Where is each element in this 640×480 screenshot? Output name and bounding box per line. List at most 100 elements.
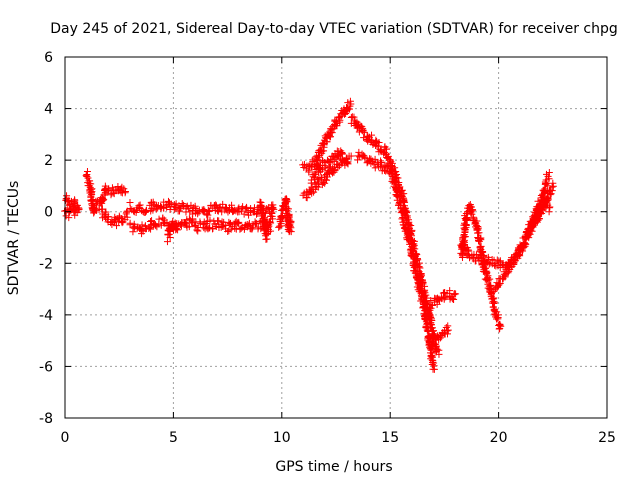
data-point: [350, 113, 358, 121]
data-point: [65, 214, 73, 222]
data-point: [478, 248, 486, 256]
y-tick-label: 0: [44, 205, 53, 221]
data-point: [113, 222, 121, 230]
data-point: [375, 138, 383, 146]
data-point: [191, 202, 199, 210]
data-point: [269, 215, 277, 223]
data-point: [269, 201, 277, 209]
data-point: [212, 201, 220, 209]
data-point: [543, 199, 551, 207]
data-point: [361, 128, 369, 136]
data-point: [465, 247, 473, 255]
data-point: [182, 219, 190, 227]
series-rise-mid: [307, 147, 351, 187]
data-point: [427, 343, 435, 351]
data-point: [452, 290, 460, 298]
data-point: [219, 200, 227, 208]
data-point: [227, 219, 235, 227]
data-point: [424, 333, 432, 341]
data-point: [370, 160, 378, 168]
data-point: [394, 192, 402, 200]
data-point: [464, 246, 472, 254]
series-arc-a-upper: [62, 192, 83, 214]
data-point: [263, 229, 271, 237]
data-point: [222, 204, 230, 212]
data-point: [504, 269, 512, 277]
data-point: [497, 322, 505, 330]
series-arc-i: [275, 195, 295, 236]
data-point: [104, 213, 112, 221]
data-point: [402, 218, 410, 226]
data-point: [371, 164, 379, 172]
data-point: [548, 183, 556, 191]
data-point: [101, 190, 109, 198]
data-point: [147, 225, 155, 233]
data-point: [381, 143, 389, 151]
data-point: [283, 197, 291, 205]
data-point: [409, 246, 417, 254]
data-point: [547, 186, 555, 194]
data-point: [237, 225, 245, 233]
data-point: [491, 261, 499, 269]
x-tick-label: 15: [381, 430, 399, 446]
data-point: [491, 298, 499, 306]
y-axis-label: SDTVAR / TECUs: [6, 181, 22, 296]
data-point: [422, 322, 430, 330]
data-point: [428, 343, 436, 351]
data-point: [346, 97, 354, 105]
data-point: [477, 242, 485, 250]
data-point: [165, 199, 173, 207]
chart-title: Day 245 of 2021, Sidereal Day-to-day VTE…: [50, 21, 618, 37]
data-point: [402, 225, 410, 233]
data-point: [448, 295, 456, 303]
data-point: [460, 232, 468, 240]
series-rise-upper: [299, 97, 355, 176]
data-point: [327, 163, 335, 171]
data-point: [284, 205, 292, 213]
y-tick-label: 4: [44, 102, 53, 118]
y-tick-label: -2: [39, 256, 53, 272]
data-point: [496, 280, 504, 288]
series-arc-c: [95, 182, 129, 214]
data-point: [411, 269, 419, 277]
data-point: [474, 253, 482, 261]
data-point: [105, 185, 113, 193]
data-point: [126, 219, 134, 227]
data-point: [387, 170, 395, 178]
data-point: [467, 207, 475, 215]
data-point: [338, 148, 346, 156]
x-tick-label: 0: [61, 430, 70, 446]
data-point: [541, 180, 549, 188]
data-point: [245, 219, 253, 227]
data-point: [425, 337, 433, 345]
data-point: [116, 214, 124, 222]
data-point: [123, 208, 131, 216]
data-point: [277, 213, 285, 221]
data-point: [337, 112, 345, 120]
data-point: [531, 219, 539, 227]
data-point: [265, 219, 273, 227]
plot-frame: [64, 56, 608, 419]
data-point: [317, 174, 325, 182]
data-point: [361, 154, 369, 162]
data-point: [386, 167, 394, 175]
data-point: [381, 166, 389, 174]
data-point: [143, 206, 151, 214]
series-arc-g-lower: [191, 216, 275, 236]
data-point: [433, 300, 441, 308]
x-tick-label: 5: [169, 430, 178, 446]
data-point: [149, 206, 157, 214]
data-point: [347, 152, 355, 160]
data-point: [83, 170, 91, 178]
data-point: [545, 169, 553, 177]
data-point: [336, 116, 344, 124]
data-point: [172, 200, 180, 208]
series-arc-h: [256, 198, 278, 243]
data-point: [444, 322, 452, 330]
data-point: [354, 123, 362, 131]
data-point: [166, 234, 174, 242]
data-point: [355, 148, 363, 156]
data-point: [486, 275, 494, 283]
data-point: [482, 270, 490, 278]
